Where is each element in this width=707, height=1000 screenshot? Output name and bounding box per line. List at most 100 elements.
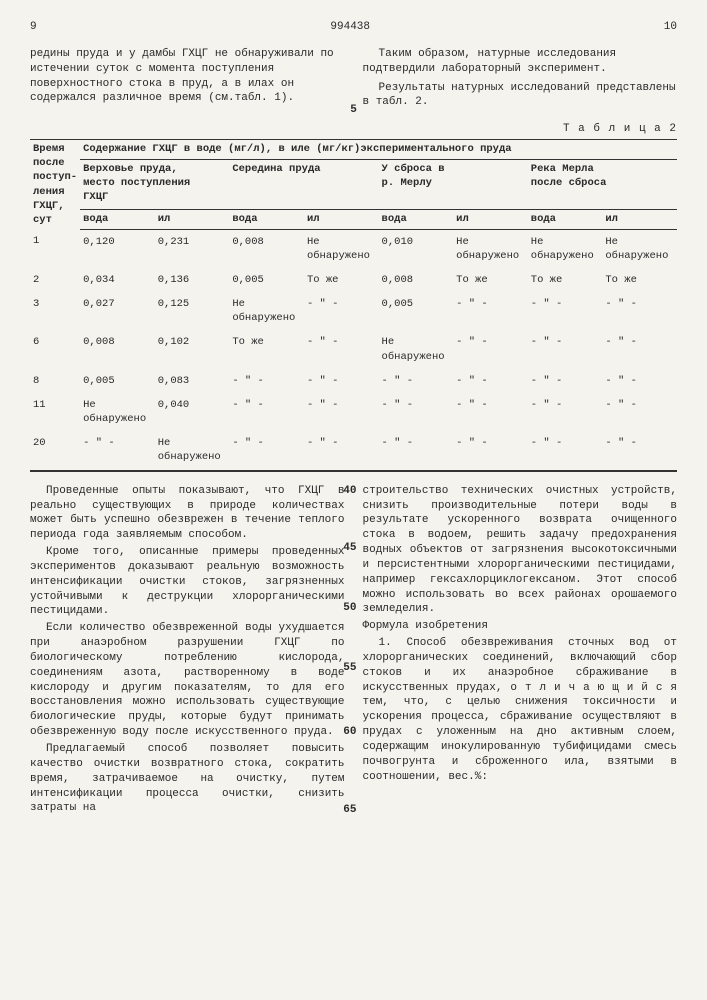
br-top: строительство технических очистных устро… — [363, 484, 678, 618]
data-cell: 0,008 — [229, 229, 304, 268]
data-cell: - " - — [602, 330, 677, 368]
data-cell: - " - — [528, 330, 603, 368]
table-label: Т а б л и ц а 2 — [30, 122, 677, 137]
data-cell: - " - — [602, 431, 677, 470]
sub-3-0: вода — [528, 209, 603, 229]
data-cell: - " - — [229, 369, 304, 393]
br-bottom: 1. Способ обезвреживания сточных вод от … — [363, 636, 678, 784]
time-cell: 11 — [30, 393, 80, 431]
data-cell: Не обнаружено — [528, 229, 603, 268]
bottom-right-col: строительство технических очистных устро… — [363, 484, 678, 819]
sub-0-0: вода — [80, 209, 155, 229]
data-cell: - " - — [602, 393, 677, 431]
table-row: 11Не обнаружено0,040- " -- " -- " -- " -… — [30, 393, 677, 431]
data-cell: Не обнаружено — [80, 393, 155, 431]
data-cell: 0,125 — [155, 292, 230, 330]
group-1: Середина пруда — [229, 160, 378, 210]
data-cell: 0,136 — [155, 268, 230, 292]
table-row: 80,0050,083- " -- " -- " -- " -- " -- " … — [30, 369, 677, 393]
data-cell: 0,008 — [379, 268, 454, 292]
group-0: Верховье пруда, место поступления ГХЦГ — [80, 160, 229, 210]
data-cell: - " - — [229, 393, 304, 431]
data-cell: - " - — [304, 369, 379, 393]
ln-50: 50 — [343, 601, 356, 616]
bottom-left-col: Проведенные опыты показывают, что ГХЦГ в… — [30, 484, 345, 819]
page-header: 9 994438 10 — [30, 20, 677, 35]
data-cell: Не обнаружено — [602, 229, 677, 268]
top-right-p1: Таким образом, натурные исследования под… — [363, 47, 678, 77]
col0-header: Время после поступ- ления ГХЦГ, сут — [30, 140, 80, 230]
data-cell: То же — [602, 268, 677, 292]
sub-2-0: вода — [379, 209, 454, 229]
data-cell: Не обнаружено — [229, 292, 304, 330]
bl-p2: Если количество обезвреженной воды ухудш… — [30, 621, 345, 740]
top-right-p2: Результаты натурных исследований предста… — [363, 81, 678, 111]
data-cell: - " - — [602, 369, 677, 393]
data-table: Время после поступ- ления ГХЦГ, сут Соде… — [30, 139, 677, 472]
data-cell: Не обнаружено — [453, 229, 528, 268]
data-cell: - " - — [528, 369, 603, 393]
ln-65: 65 — [343, 803, 356, 818]
table-row: 10,1200,2310,008Не обнаружено0,010Не обн… — [30, 229, 677, 268]
sub-1-0: вода — [229, 209, 304, 229]
sub-0-1: ил — [155, 209, 230, 229]
ln-40: 40 — [343, 484, 356, 499]
data-cell: - " - — [379, 431, 454, 470]
data-cell: 0,120 — [80, 229, 155, 268]
group-3: Река Мерла после сброса — [528, 160, 677, 210]
data-cell: 0,005 — [229, 268, 304, 292]
data-cell: - " - — [304, 330, 379, 368]
data-cell: - " - — [528, 292, 603, 330]
data-cell: - " - — [602, 292, 677, 330]
data-cell: - " - — [379, 393, 454, 431]
data-cell: 0,231 — [155, 229, 230, 268]
data-cell: Не обнаружено — [155, 431, 230, 470]
data-cell: - " - — [528, 431, 603, 470]
data-cell: - " - — [304, 431, 379, 470]
data-cell: - " - — [80, 431, 155, 470]
time-cell: 3 — [30, 292, 80, 330]
data-cell: 0,102 — [155, 330, 230, 368]
sub-3-1: ил — [602, 209, 677, 229]
data-cell: То же — [304, 268, 379, 292]
data-cell: То же — [229, 330, 304, 368]
ln-45: 45 — [343, 541, 356, 556]
bl-p3: Предлагаемый способ позволяет повысить к… — [30, 742, 345, 816]
table-row: 30,0270,125Не обнаружено- " -0,005- " --… — [30, 292, 677, 330]
data-cell: 0,005 — [80, 369, 155, 393]
line-marker-5: 5 — [350, 103, 357, 118]
data-cell: То же — [528, 268, 603, 292]
time-cell: 1 — [30, 229, 80, 268]
sub-2-1: ил — [453, 209, 528, 229]
data-cell: - " - — [528, 393, 603, 431]
data-cell: - " - — [379, 369, 454, 393]
data-cell: Не обнаружено — [304, 229, 379, 268]
ln-60: 60 — [343, 725, 356, 740]
time-cell: 8 — [30, 369, 80, 393]
data-cell: То же — [453, 268, 528, 292]
data-cell: 0,008 — [80, 330, 155, 368]
top-right-col: Таким образом, натурные исследования под… — [363, 47, 678, 114]
data-cell: 0,005 — [379, 292, 454, 330]
ln-55: 55 — [343, 661, 356, 676]
bl-p0: Проведенные опыты показывают, что ГХЦГ в… — [30, 484, 345, 543]
sub-1-1: ил — [304, 209, 379, 229]
data-cell: - " - — [304, 292, 379, 330]
data-cell: - " - — [453, 393, 528, 431]
top-left-col: редины пруда и у дамбы ГХЦГ не обнаружив… — [30, 47, 345, 114]
data-cell: Не обнаружено — [379, 330, 454, 368]
time-cell: 2 — [30, 268, 80, 292]
table-row: 60,0080,102То же- " -Не обнаружено- " --… — [30, 330, 677, 368]
time-cell: 6 — [30, 330, 80, 368]
top-left-paragraph: редины пруда и у дамбы ГХЦГ не обнаружив… — [30, 47, 345, 106]
table-row: 20- " -Не обнаружено- " -- " -- " -- " -… — [30, 431, 677, 470]
data-cell: 0,010 — [379, 229, 454, 268]
left-page-num: 9 — [30, 20, 37, 35]
data-cell: 0,034 — [80, 268, 155, 292]
right-page-num: 10 — [664, 20, 677, 35]
group-header: Содержание ГХЦГ в воде (мг/л), в иле (мг… — [80, 140, 677, 160]
group-2: У сброса в р. Мерлу — [379, 160, 528, 210]
top-text-block: редины пруда и у дамбы ГХЦГ не обнаружив… — [30, 47, 677, 114]
time-cell: 20 — [30, 431, 80, 470]
bottom-text-block: Проведенные опыты показывают, что ГХЦГ в… — [30, 484, 677, 819]
